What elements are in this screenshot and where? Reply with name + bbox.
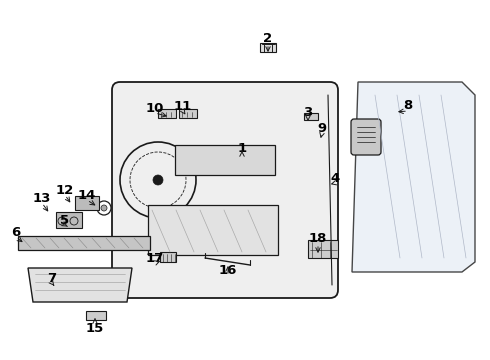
Text: 10: 10	[146, 102, 164, 114]
Text: 12: 12	[56, 184, 74, 197]
Bar	[175, 145, 275, 175]
Bar	[304, 113, 318, 120]
Text: 3: 3	[303, 105, 313, 118]
FancyBboxPatch shape	[351, 119, 381, 155]
Bar	[86, 311, 106, 320]
Polygon shape	[28, 268, 132, 302]
Polygon shape	[352, 82, 475, 272]
Text: 4: 4	[330, 171, 340, 185]
Text: 18: 18	[309, 231, 327, 244]
Bar	[18, 236, 150, 250]
Bar	[160, 252, 176, 262]
Text: 6: 6	[11, 225, 21, 239]
Text: 1: 1	[238, 141, 246, 154]
Bar	[179, 109, 197, 118]
Text: 16: 16	[219, 264, 237, 276]
FancyBboxPatch shape	[112, 82, 338, 298]
Bar	[75, 196, 99, 210]
Bar	[148, 205, 278, 255]
Circle shape	[153, 175, 163, 185]
Bar	[308, 240, 338, 258]
Bar	[260, 43, 276, 52]
Text: 15: 15	[86, 321, 104, 334]
Text: 17: 17	[146, 252, 164, 265]
Bar	[158, 109, 176, 118]
Text: 5: 5	[60, 213, 70, 226]
Text: 11: 11	[174, 99, 192, 112]
Text: 14: 14	[78, 189, 96, 202]
Text: 7: 7	[48, 271, 56, 284]
Text: 8: 8	[403, 99, 413, 112]
Text: 2: 2	[264, 32, 272, 45]
Circle shape	[101, 205, 107, 211]
Text: 13: 13	[33, 192, 51, 204]
Text: 9: 9	[318, 122, 326, 135]
Bar	[56, 212, 82, 228]
